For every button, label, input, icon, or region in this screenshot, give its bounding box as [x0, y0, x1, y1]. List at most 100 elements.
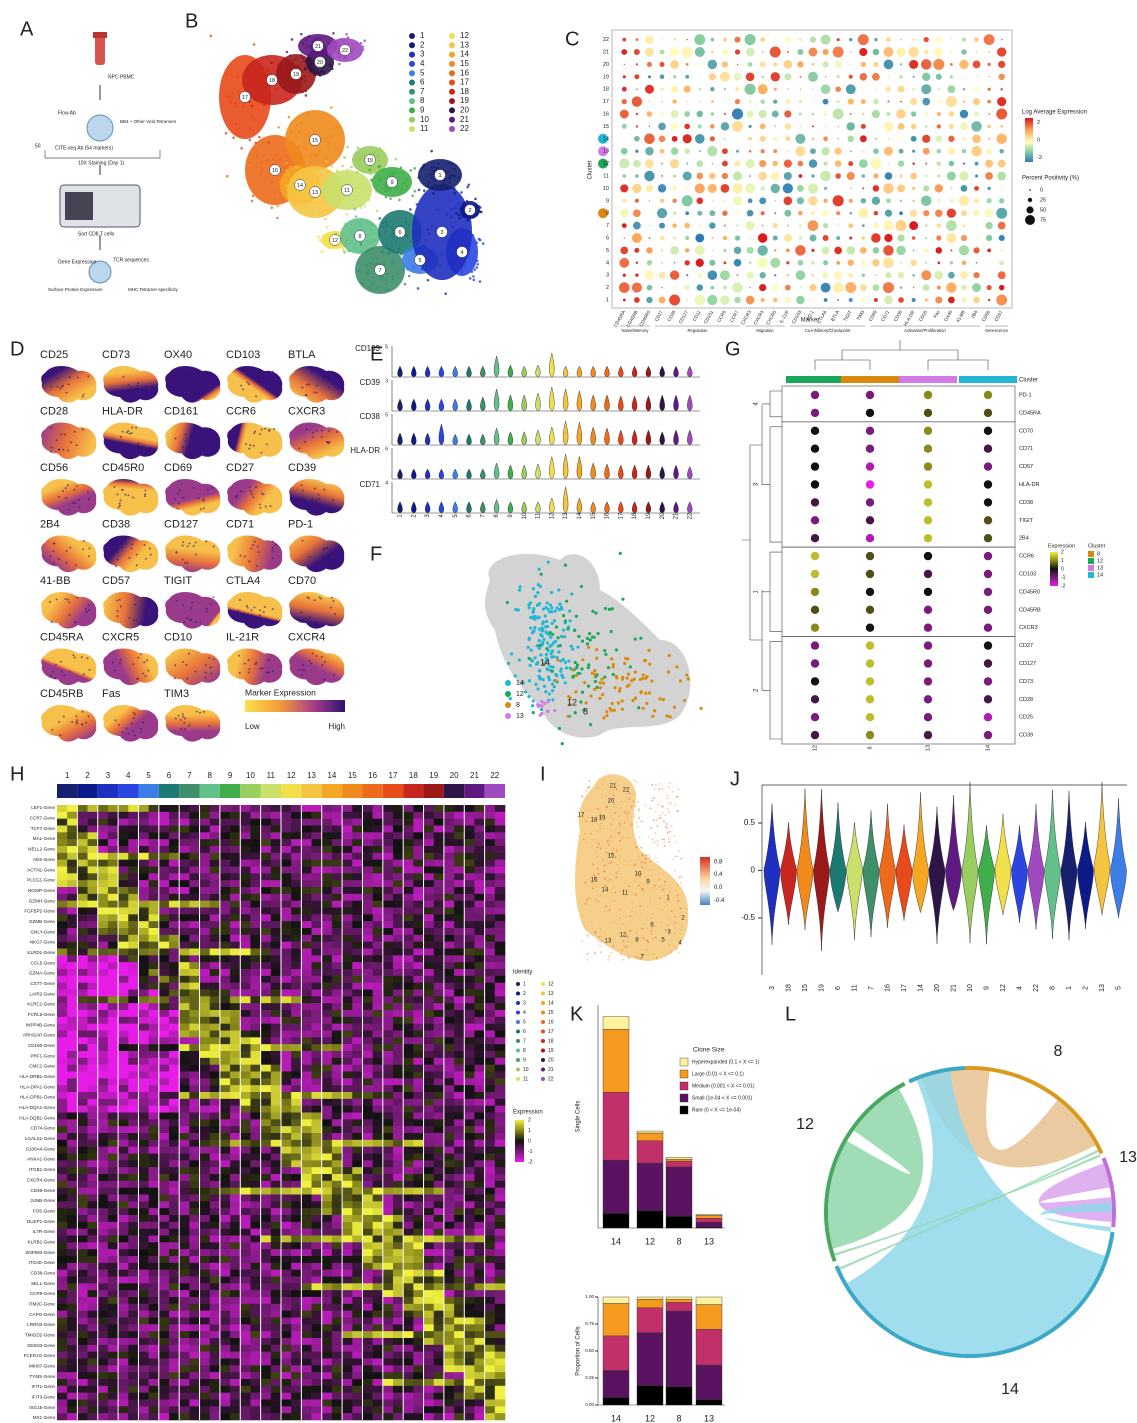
expression-dot	[823, 136, 828, 141]
tile-dot	[272, 547, 274, 549]
heat-cell	[98, 990, 108, 997]
expression-dot	[661, 249, 663, 251]
heat-cell	[240, 949, 250, 956]
expression-dot	[875, 88, 876, 89]
cell-dot	[603, 649, 606, 652]
heat-cell	[250, 942, 260, 949]
heat-cell	[434, 1072, 444, 1079]
panel-label: K	[570, 1003, 584, 1025]
heat-cell	[342, 921, 352, 928]
heat-cell	[149, 846, 159, 853]
heat-cell	[413, 860, 423, 867]
heat-cell	[454, 1010, 464, 1017]
heat-cell	[383, 914, 393, 921]
heat-cell	[393, 990, 403, 997]
tile-dot	[82, 548, 84, 550]
cell-dot	[623, 662, 626, 665]
heat-cell	[291, 1065, 301, 1072]
cell-dot	[641, 677, 644, 680]
heat-cell	[495, 1044, 505, 1051]
axis-title: Cluster	[588, 160, 594, 179]
expression-dot	[948, 148, 955, 155]
cell-dot	[314, 180, 317, 183]
heat-cell	[352, 1072, 362, 1079]
tile-dot	[128, 384, 130, 386]
heat-cell	[77, 1024, 87, 1031]
expression-dot	[811, 731, 819, 739]
expression-dot	[645, 35, 653, 43]
expression-dot	[909, 60, 918, 69]
heat-cell	[332, 921, 342, 928]
heat-cell	[200, 839, 210, 846]
heat-cell	[128, 1031, 138, 1038]
y-tick-label: 19	[603, 74, 609, 80]
heat-cell	[200, 969, 210, 976]
heat-cell	[271, 928, 281, 935]
expression-dot	[798, 260, 804, 266]
tile-dot	[312, 436, 314, 438]
heat-cell	[250, 969, 260, 976]
tile-dot	[85, 722, 87, 724]
identity-strip	[200, 784, 220, 798]
cell-dot	[601, 693, 604, 696]
heat-cell	[383, 1078, 393, 1085]
heat-cell	[403, 935, 413, 942]
expression-dot	[694, 295, 705, 306]
cell-dot	[354, 194, 357, 197]
identity-strip	[383, 784, 403, 798]
cell-dot	[279, 68, 282, 71]
cell-dot	[431, 225, 434, 228]
expression-dot	[800, 89, 801, 90]
expression-dot	[811, 480, 819, 488]
expression-dot	[847, 136, 854, 143]
heat-cell	[424, 887, 434, 894]
cell-dot	[238, 89, 241, 92]
heat-cell	[383, 1024, 393, 1031]
heat-cell	[220, 921, 230, 928]
heat-cell	[250, 805, 260, 812]
expression-dot	[733, 171, 742, 180]
legend-dot	[409, 61, 415, 67]
cell-dot	[362, 45, 365, 48]
heat-cell	[77, 901, 87, 908]
cell-dot	[665, 714, 668, 717]
expression-dot	[685, 75, 689, 79]
cell-dot	[338, 127, 341, 130]
expression-dot	[809, 159, 818, 168]
heat-cell	[189, 867, 199, 874]
expression-dot	[936, 36, 942, 42]
heat-cell	[403, 955, 413, 962]
heat-cell	[169, 819, 179, 826]
cell-dot	[586, 637, 589, 640]
heat-cell	[454, 990, 464, 997]
heat-cell	[403, 832, 413, 839]
heat-cell	[474, 962, 484, 969]
cell-dot	[453, 192, 456, 195]
tile-dot	[324, 661, 326, 663]
heat-cell	[383, 996, 393, 1003]
heat-cell	[67, 1044, 77, 1051]
cell-dot	[376, 184, 379, 187]
heat-cell	[261, 976, 271, 983]
heat-cell	[159, 1017, 169, 1024]
tile-dot	[63, 674, 65, 676]
heat-cell	[383, 901, 393, 908]
heat-cell	[362, 1037, 372, 1044]
heat-cell	[210, 873, 220, 880]
heat-cell	[240, 1003, 250, 1010]
cell-dot	[451, 208, 454, 211]
heat-cell	[485, 894, 495, 901]
x-tick-label: 4	[126, 771, 131, 780]
tile-dot	[149, 548, 151, 550]
heat-cell	[220, 819, 230, 826]
tile-dot	[193, 545, 195, 547]
heat-cell	[322, 1003, 332, 1010]
heat-cell	[210, 832, 220, 839]
cell-dot	[289, 54, 292, 57]
heat-cell	[149, 962, 159, 969]
tile-dot	[304, 441, 306, 443]
cell-dot	[305, 61, 308, 64]
cell-dot	[537, 616, 540, 619]
heat-cell	[220, 976, 230, 983]
cell-dot	[327, 141, 330, 144]
